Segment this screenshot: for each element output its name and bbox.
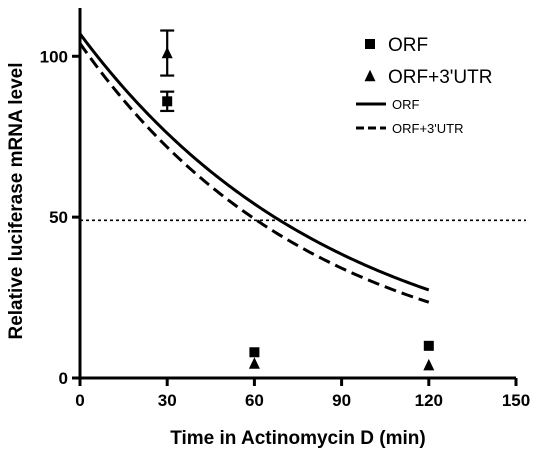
data-point-orf-3utr — [161, 46, 173, 59]
y-tick-label: 0 — [59, 369, 68, 388]
legend-label: ORF — [388, 35, 428, 56]
x-tick-label: 90 — [332, 391, 351, 410]
y-tick-label: 100 — [40, 47, 68, 66]
data-point-orf — [249, 347, 260, 358]
x-tick-label: 150 — [502, 391, 530, 410]
legend-marker-triangle — [364, 69, 376, 82]
legend-label: ORF+3'UTR — [392, 121, 463, 136]
legend-label: ORF+3'UTR — [388, 67, 492, 88]
x-tick-label: 120 — [415, 391, 443, 410]
legend-label: ORF — [392, 97, 420, 112]
y-axis-title: Relative luciferase mRNA level — [6, 62, 27, 339]
y-tick-label: 50 — [49, 208, 68, 227]
data-point-orf-3utr — [423, 358, 435, 371]
legend-marker-square — [365, 39, 375, 49]
fit-curve-orf-3utr — [78, 42, 430, 304]
x-tick-label: 30 — [158, 391, 177, 410]
fit-curve-orf — [78, 32, 430, 292]
data-point-orf-3utr — [248, 357, 260, 369]
x-tick-label: 0 — [75, 391, 84, 410]
x-tick-label: 60 — [245, 391, 264, 410]
x-axis-title: Time in Actinomycin D (min) — [170, 428, 425, 449]
data-point-orf — [423, 340, 434, 351]
data-point-orf — [162, 96, 173, 107]
